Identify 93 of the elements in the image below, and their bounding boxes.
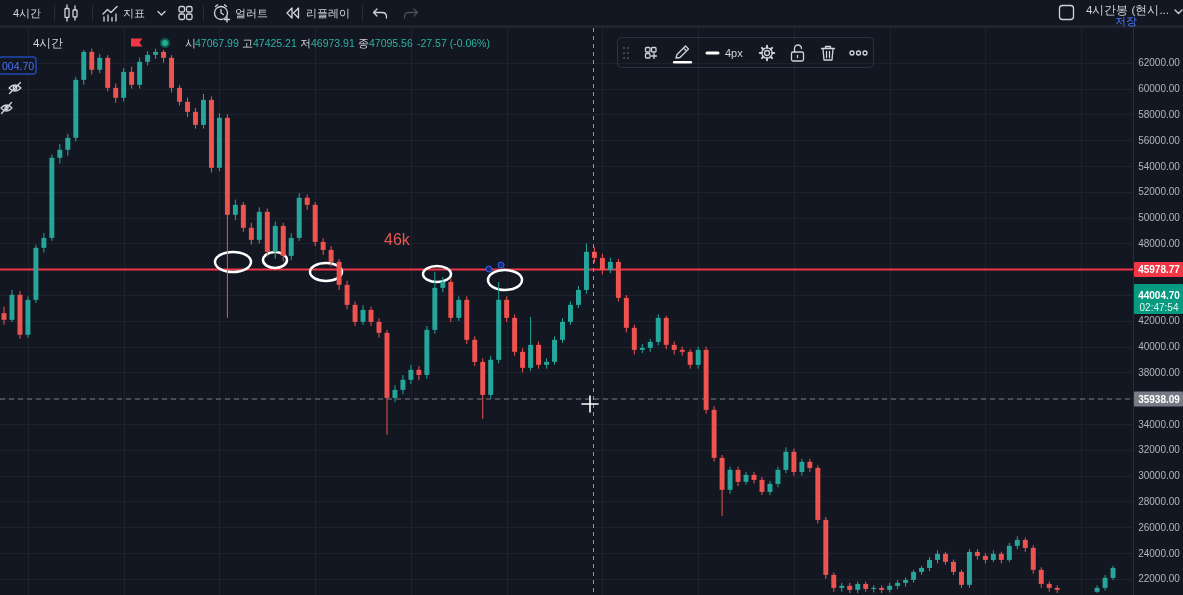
- candlestick: [1094, 584, 1100, 594]
- text: 02:47:54: [1139, 301, 1179, 313]
- candlestick: [41, 232, 47, 253]
- annotation: 47067.99: [195, 37, 239, 49]
- y-tick-label: 38000.00: [1138, 366, 1181, 378]
- candlestick: [775, 466, 781, 488]
- y-tick-label: 26000.00: [1138, 521, 1181, 533]
- text: 저장: [1115, 15, 1137, 27]
- annotation: 47095.56: [369, 37, 413, 49]
- y-tick-label: 54000.00: [1138, 160, 1181, 172]
- text: 4시간: [13, 7, 42, 19]
- y-tick-label: 24000.00: [1138, 547, 1181, 559]
- candlestick: [536, 340, 542, 370]
- annotation: 47425.21: [253, 37, 297, 49]
- candlestick: [97, 53, 103, 74]
- candlestick: [400, 374, 406, 395]
- candlestick: [177, 84, 182, 106]
- candlestick: [472, 335, 478, 367]
- y-tick-label: 56000.00: [1138, 134, 1181, 146]
- annotation: -27.57 (-0.06%): [417, 37, 490, 49]
- candlestick: [831, 571, 837, 593]
- candlestick: [352, 301, 358, 327]
- candlestick: [416, 365, 422, 381]
- y-tick-label: 42000.00: [1138, 315, 1181, 327]
- annotation: 고: [242, 37, 253, 49]
- y-tick-label: 48000.00: [1138, 237, 1181, 249]
- candlestick: [631, 324, 637, 355]
- y-tick-label: 52000.00: [1138, 186, 1181, 198]
- candlestick: [1038, 566, 1044, 589]
- candlestick: [958, 569, 964, 589]
- annotation: 종: [358, 37, 369, 49]
- candlestick: [695, 346, 701, 370]
- annotation: 004.70: [2, 59, 35, 72]
- annotation: 46973.91: [311, 37, 355, 49]
- y-tick-label: 22000.00: [1138, 573, 1181, 585]
- y-tick-label: 34000.00: [1138, 418, 1181, 430]
- candlestick: [552, 335, 557, 366]
- candlestick: [392, 384, 398, 403]
- candlestick: [599, 253, 605, 275]
- candlestick: [232, 199, 238, 221]
- candlestick: [408, 364, 414, 385]
- y-tick-label: 32000.00: [1138, 444, 1181, 456]
- candlestick: [783, 446, 789, 474]
- candlestick: [185, 97, 190, 118]
- candlestick: [655, 313, 661, 346]
- annotation: 46k: [384, 231, 411, 248]
- ref-line-label: 35938.09: [1138, 393, 1181, 405]
- ref-line-label: 45978.77: [1138, 264, 1181, 276]
- candlestick: [1006, 542, 1012, 563]
- annotation: 4px: [725, 47, 744, 59]
- candlestick: [320, 237, 326, 256]
- candlestick: [113, 82, 119, 104]
- candlestick: [65, 133, 71, 157]
- candlestick: [456, 295, 462, 322]
- candlestick: [560, 317, 565, 344]
- text: 4시간봉 (현시...: [1086, 3, 1170, 16]
- candlestick: [57, 143, 63, 164]
- candlestick: [576, 285, 581, 309]
- y-tick-label: 30000.00: [1138, 470, 1181, 482]
- candlestick: [328, 245, 334, 268]
- candlestick: [687, 348, 693, 370]
- candlestick: [504, 295, 510, 323]
- text: 리플레이: [306, 7, 350, 19]
- y-tick-label: 40000.00: [1138, 341, 1181, 353]
- candlestick: [137, 57, 143, 90]
- annotation: 시: [185, 37, 196, 49]
- candlestick: [240, 201, 246, 233]
- candlestick: [336, 258, 342, 291]
- candlestick: [528, 316, 534, 372]
- annotation: 저: [300, 37, 311, 49]
- candlestick: [344, 280, 350, 310]
- candlestick: [193, 107, 198, 130]
- text: 44004.70: [1138, 289, 1181, 301]
- candlestick: [360, 304, 366, 326]
- y-tick-label: 60000.00: [1138, 83, 1181, 95]
- text: 얼러트: [235, 7, 268, 19]
- candlestick: [791, 448, 797, 477]
- candlestick: [1030, 544, 1036, 575]
- annotation: 4시간: [33, 37, 64, 49]
- y-tick-label: 58000.00: [1138, 108, 1181, 120]
- text: 지표: [123, 7, 145, 19]
- candlestick: [735, 466, 741, 487]
- candlestick: [568, 301, 573, 326]
- candlestick: [129, 66, 135, 90]
- candlestick: [288, 232, 294, 261]
- candlestick: [89, 48, 95, 75]
- candlestick: [727, 466, 733, 495]
- y-tick-label: 28000.00: [1138, 495, 1181, 507]
- candlestick: [248, 222, 254, 246]
- candlestick: [807, 458, 813, 473]
- candlestick: [520, 347, 526, 373]
- y-tick-label: 50000.00: [1138, 212, 1181, 224]
- y-tick-label: 62000.00: [1138, 57, 1181, 69]
